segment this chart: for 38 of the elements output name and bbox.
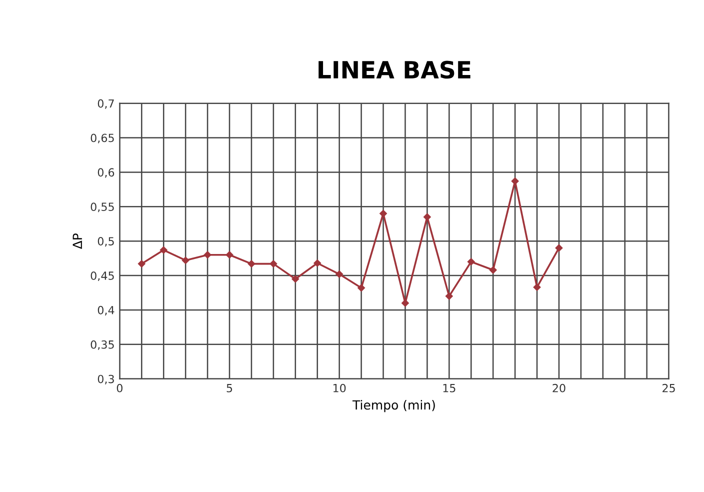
x-tick-label: 5 — [226, 384, 232, 392]
x-axis-title: Tiempo (min) — [352, 400, 435, 412]
point — [270, 260, 278, 268]
chart-title: LINEA BASE — [318, 60, 470, 79]
point — [402, 299, 409, 307]
x-tick-label: 20 — [552, 384, 566, 392]
y-tick-label: 0,65 — [90, 134, 114, 144]
y-axis-title: ΔP — [72, 233, 82, 250]
y-tick-label: 0,35 — [90, 340, 114, 350]
point — [533, 284, 541, 291]
y-tick-label: 0,5 — [98, 237, 114, 247]
point — [555, 244, 563, 252]
point — [358, 284, 365, 292]
y-tick-label: 0,55 — [90, 202, 114, 212]
y-tick-label: 0,6 — [98, 168, 114, 178]
point — [292, 275, 300, 283]
y-tick-label: 0,7 — [98, 99, 114, 109]
x-tick-label: 0 — [116, 384, 122, 392]
y-tick-label: 0,3 — [98, 374, 114, 384]
point — [204, 251, 212, 258]
point — [248, 260, 256, 268]
point — [446, 292, 453, 300]
point — [314, 259, 322, 267]
point — [380, 210, 387, 218]
x-tick-label: 10 — [333, 384, 346, 392]
y-tick-label: 0,45 — [90, 271, 114, 282]
y-tick-label: 0,4 — [98, 306, 114, 316]
point — [489, 266, 497, 274]
point — [511, 178, 519, 185]
point — [138, 260, 146, 268]
point — [226, 251, 234, 258]
point — [182, 256, 190, 264]
point — [424, 213, 431, 221]
x-tick-label: 15 — [443, 384, 456, 392]
point — [336, 270, 343, 278]
x-tick-label: 25 — [662, 384, 675, 392]
point — [467, 258, 475, 266]
point — [160, 246, 168, 254]
